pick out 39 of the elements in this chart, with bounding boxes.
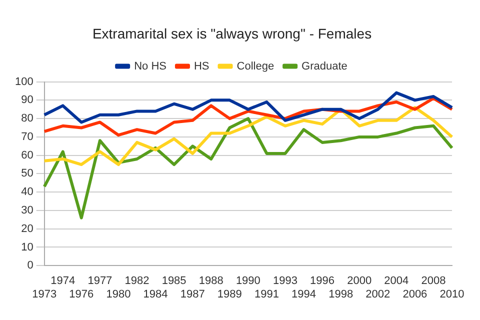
y-tick-label: 80 — [21, 112, 34, 125]
x-tick-label: 1977 — [88, 275, 112, 288]
x-tick-label: 1987 — [180, 288, 205, 300]
x-tick-label: 1998 — [328, 288, 354, 300]
x-tick-label: 2008 — [421, 275, 446, 288]
x-tick-label: 1982 — [124, 275, 150, 288]
x-tick-label: 1996 — [310, 275, 335, 288]
x-tick-label: 1989 — [217, 288, 242, 300]
y-tick-label: 30 — [21, 204, 34, 216]
x-tick-label: 1991 — [254, 288, 279, 300]
x-tick-label: 1994 — [292, 288, 316, 300]
x-tick-label: 2010 — [440, 288, 464, 300]
x-tick-label: 2000 — [347, 275, 372, 288]
x-tick-label: 1988 — [198, 275, 224, 288]
y-tick-label: 40 — [21, 186, 34, 198]
legend-label: HS — [194, 60, 210, 72]
x-tick-label: 2006 — [402, 288, 428, 300]
y-tick-label: 60 — [21, 149, 34, 162]
x-tick-label: 2002 — [366, 288, 390, 300]
x-tick-label: 1973 — [32, 288, 57, 300]
chart-title: Extramarital sex is "always wrong" - Females — [92, 25, 372, 42]
x-tick-label: 1974 — [50, 275, 76, 288]
y-tick-label: 100 — [14, 76, 34, 88]
legend-label: College — [236, 60, 274, 72]
x-tick-label: 1984 — [143, 288, 168, 300]
x-tick-label: 2004 — [384, 275, 409, 288]
y-tick-label: 70 — [21, 130, 34, 143]
x-tick-label: 1993 — [272, 275, 298, 288]
x-tick-label: 1976 — [69, 288, 94, 300]
y-tick-label: 50 — [21, 168, 34, 180]
y-tick-label: 0 — [27, 260, 34, 272]
legend-label: No HS — [134, 60, 166, 72]
legend-label: Graduate — [302, 60, 348, 72]
y-tick-label: 20 — [21, 222, 34, 235]
y-tick-label: 10 — [21, 241, 34, 254]
x-tick-label: 1980 — [106, 288, 131, 300]
x-tick-label: 1985 — [162, 275, 186, 288]
x-tick-label: 1990 — [236, 275, 260, 288]
y-tick-label: 90 — [21, 94, 34, 106]
